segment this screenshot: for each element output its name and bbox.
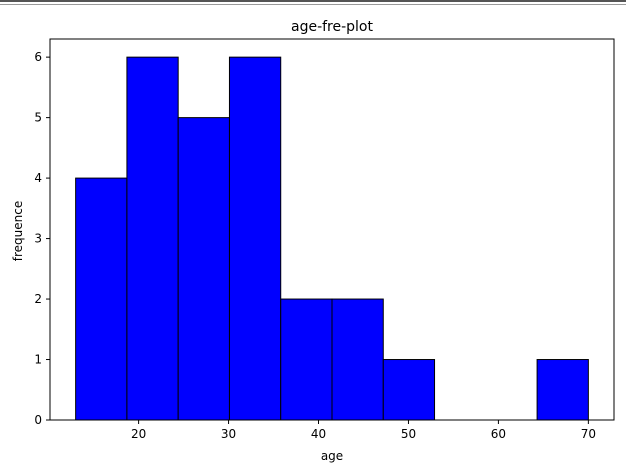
y-tick-label: 0 <box>34 413 42 427</box>
y-tick-label: 6 <box>34 50 42 64</box>
histogram-bar-7 <box>382 359 436 421</box>
chart-title: age-fre-plot <box>291 19 374 35</box>
plot-frame <box>49 38 615 421</box>
y-tick-label: 3 <box>34 232 42 246</box>
y-axis-label: frequence <box>11 201 25 261</box>
x-tick-label: 20 <box>131 427 146 441</box>
x-tick-label: 70 <box>581 427 596 441</box>
histogram-bar-3 <box>177 117 230 421</box>
x-tick-label: 50 <box>401 427 416 441</box>
histogram-bar-1 <box>75 177 128 421</box>
window-border-top-inner <box>0 4 626 5</box>
histogram-bar-6 <box>331 298 384 421</box>
x-tick-label: 60 <box>491 427 506 441</box>
x-tick-label: 40 <box>311 427 326 441</box>
histogram-bar-4 <box>228 56 282 421</box>
histogram-bar-10 <box>536 359 589 421</box>
y-tick-label: 2 <box>34 292 42 306</box>
histogram-bar-5 <box>280 298 333 421</box>
bars-group <box>75 56 589 421</box>
x-axis-ticks: 20 30 40 50 60 70 <box>131 420 596 441</box>
x-axis-label: age <box>321 449 343 463</box>
y-tick-label: 5 <box>34 111 42 125</box>
y-tick-label: 4 <box>34 171 42 185</box>
y-tick-label: 1 <box>34 353 42 367</box>
window-border-top <box>0 0 626 2</box>
histogram-bar-2 <box>126 56 179 421</box>
x-tick-label: 30 <box>221 427 236 441</box>
y-axis-ticks: 0 1 2 3 4 5 6 <box>34 50 50 427</box>
